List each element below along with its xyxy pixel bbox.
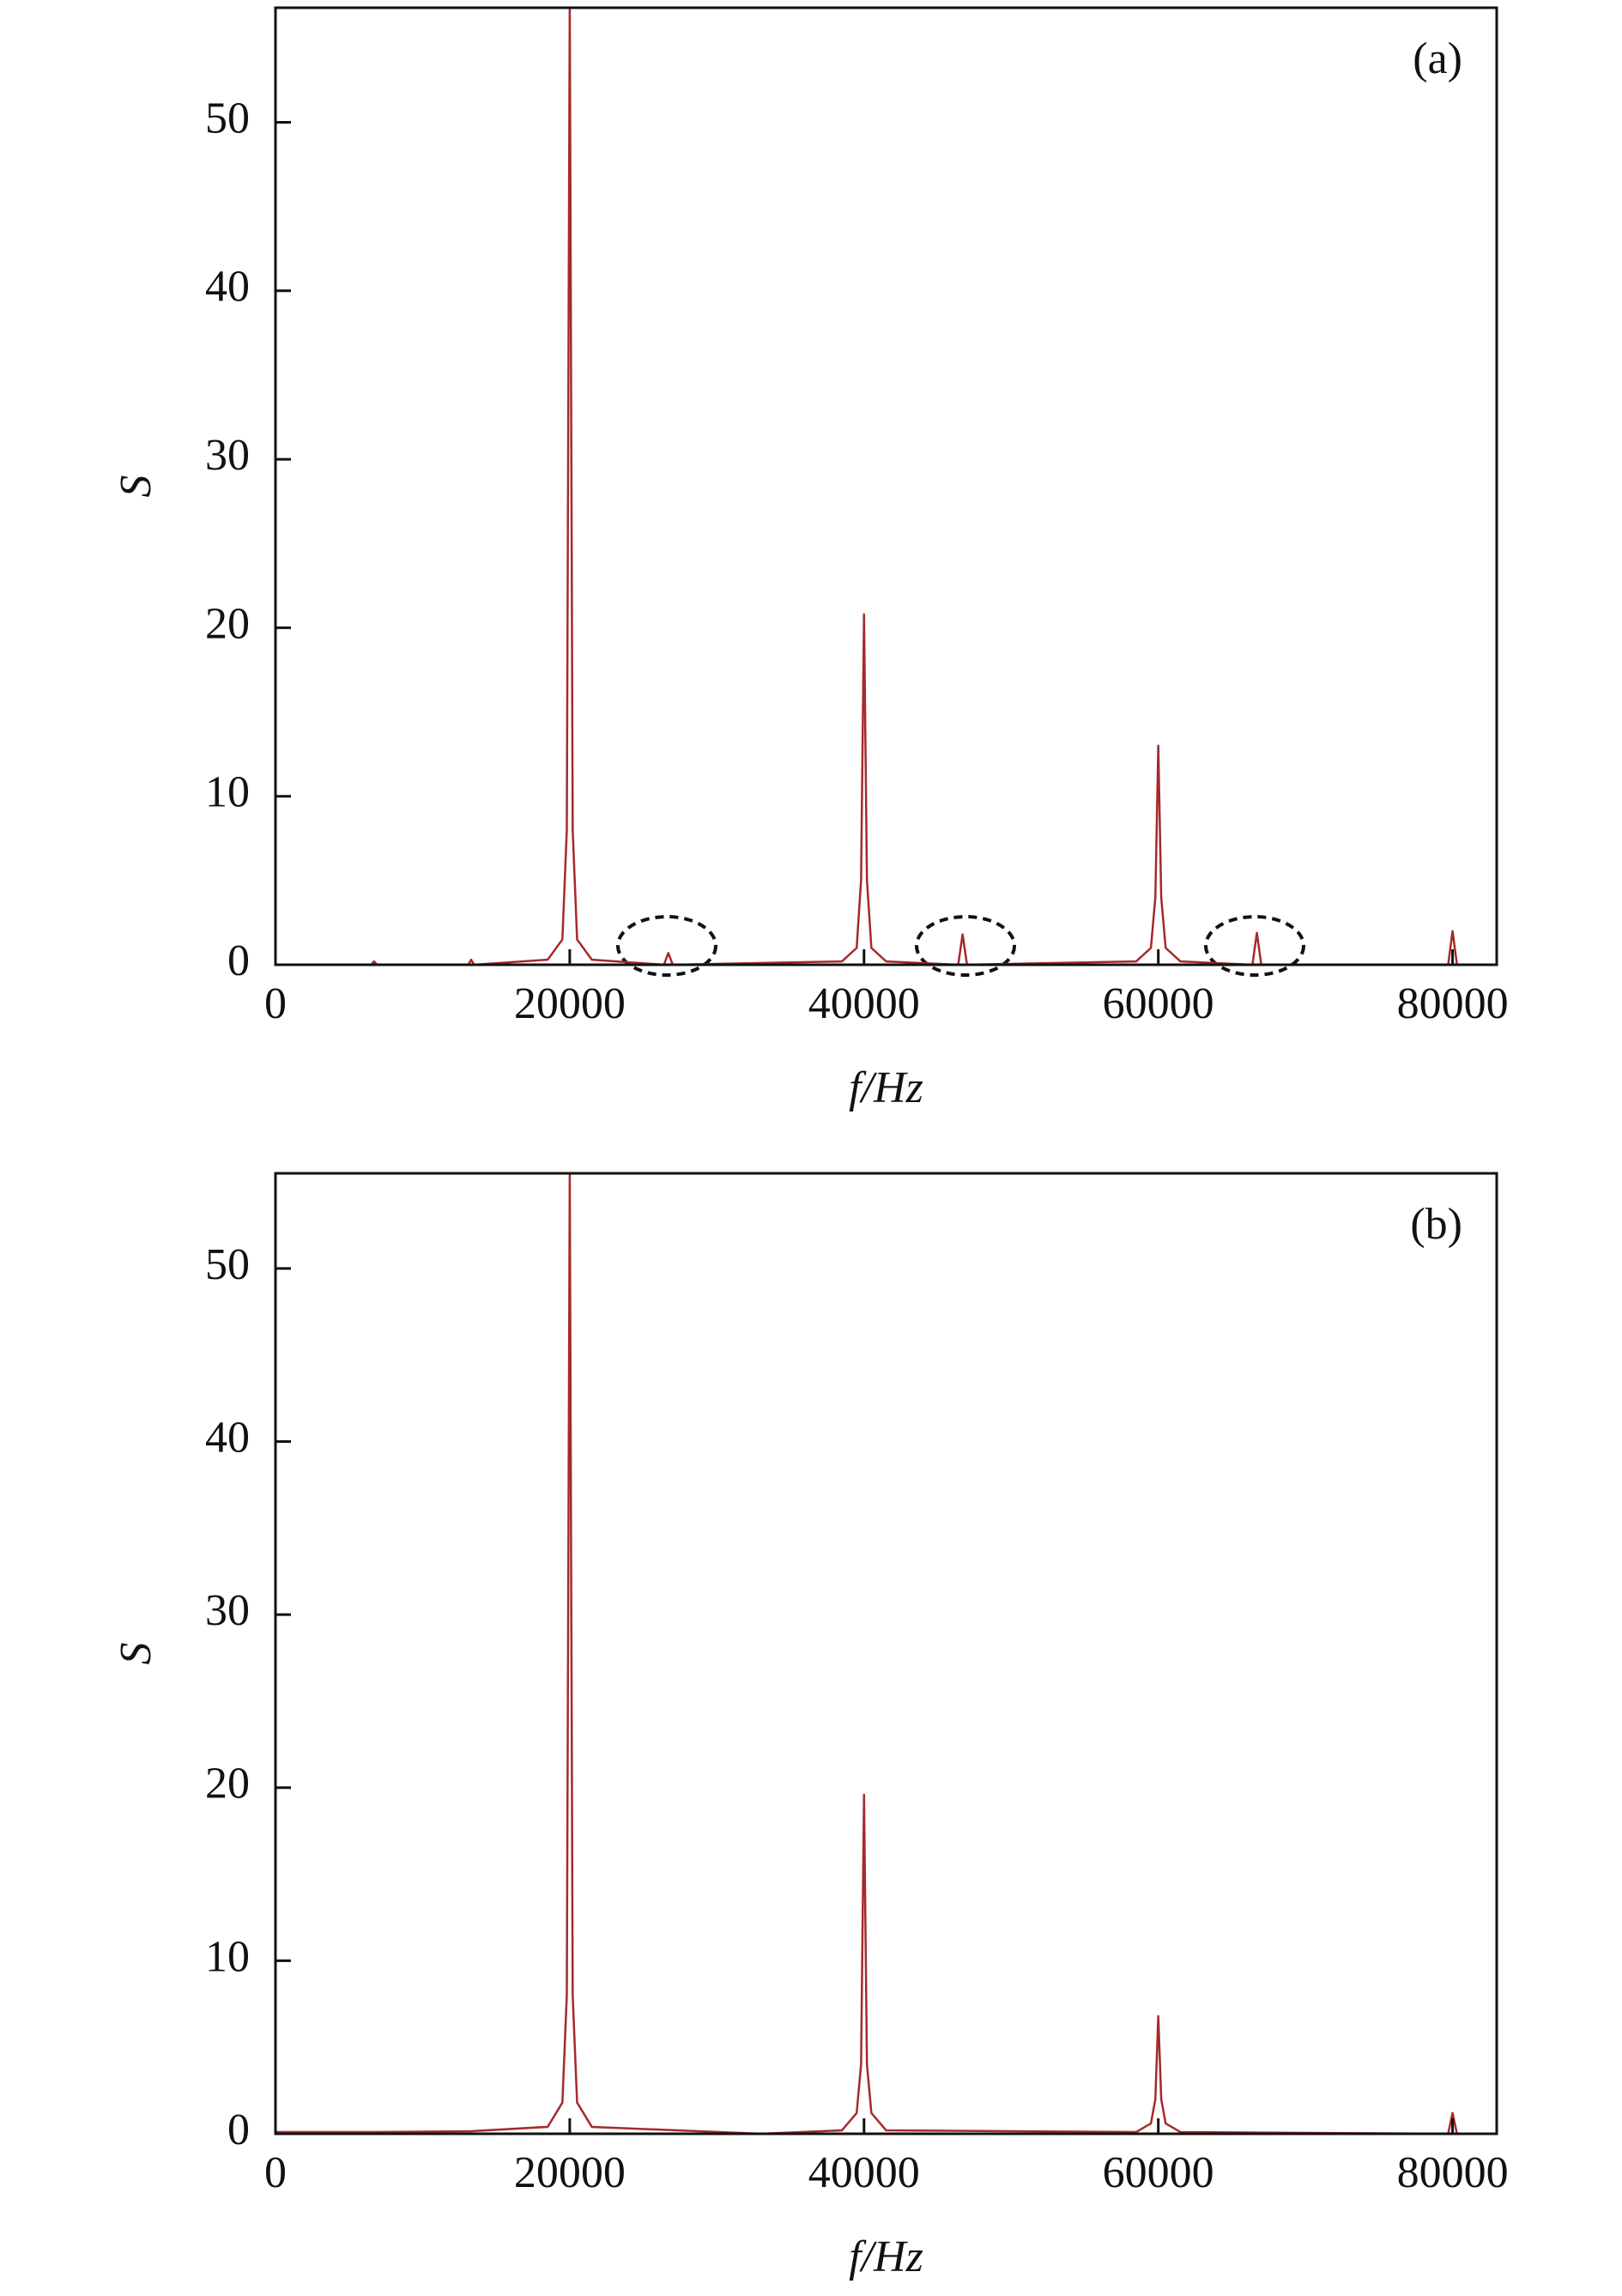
y-tick-label: 10 xyxy=(205,1932,250,1981)
x-axis-title: f/Hz xyxy=(849,1063,923,1112)
x-tick-label: 20000 xyxy=(514,2148,626,2197)
y-tick-label: 20 xyxy=(205,599,250,648)
panel-b: 0 10 20 30 40 50 0 20000 40000 60000 80000 f/Hz S (b) xyxy=(112,1172,1509,2281)
y-axis-title: S xyxy=(112,476,160,498)
highlight-ring xyxy=(1204,915,1305,977)
x-tick-label: 0 xyxy=(264,2148,287,2197)
panel-a: 0 10 20 30 40 50 0 20000 40000 60000 80000 f/Hz S (a) xyxy=(112,6,1509,1112)
y-tick-label: 30 xyxy=(205,431,250,480)
y-tick-label: 0 xyxy=(227,936,250,985)
y-tick-label: 10 xyxy=(205,768,250,817)
y-axis-title: S xyxy=(112,1643,160,1665)
y-tick-label: 20 xyxy=(205,1760,250,1808)
y-tick-label: 40 xyxy=(205,1413,250,1462)
highlight-ring xyxy=(616,915,717,977)
x-tick-label: 60000 xyxy=(1103,2148,1214,2197)
x-tick-label: 60000 xyxy=(1103,979,1214,1028)
plot-frame xyxy=(274,1172,1498,2135)
x-tick-label: 0 xyxy=(264,979,287,1028)
spectrum-line xyxy=(275,1173,1497,2134)
x-axis-title: f/Hz xyxy=(849,2232,923,2281)
y-tick-label: 30 xyxy=(205,1586,250,1635)
spectrum-line xyxy=(275,8,1497,965)
x-tick-label: 40000 xyxy=(808,979,920,1028)
x-tick-label: 40000 xyxy=(808,2148,920,2197)
plot-frame xyxy=(274,6,1498,966)
highlight-ring xyxy=(915,915,1016,977)
y-tick-label: 50 xyxy=(205,94,250,142)
x-tick-label: 80000 xyxy=(1397,979,1509,1028)
x-tick-label: 80000 xyxy=(1397,2148,1509,2197)
panel-label: (b) xyxy=(1410,1200,1462,1249)
y-tick-label: 0 xyxy=(227,2105,250,2154)
panel-label: (a) xyxy=(1413,34,1462,83)
y-tick-label: 40 xyxy=(205,263,250,312)
y-tick-label: 50 xyxy=(205,1240,250,1289)
x-tick-label: 20000 xyxy=(514,979,626,1028)
